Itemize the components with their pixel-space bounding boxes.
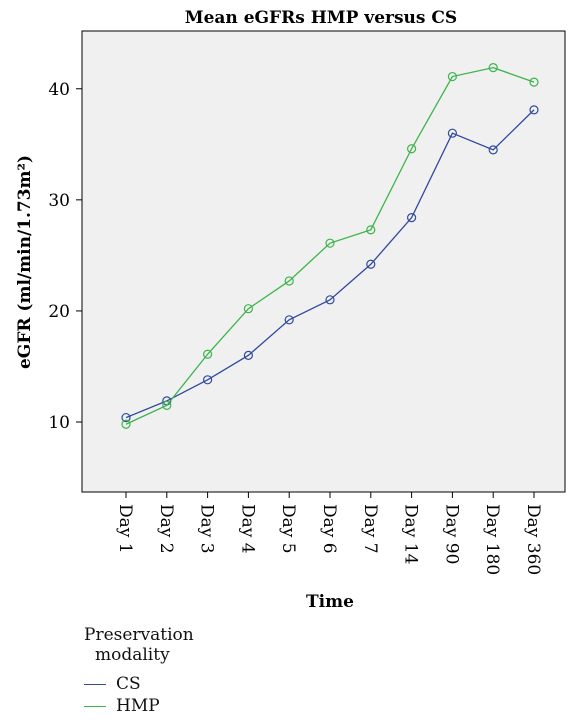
data-point-cs xyxy=(325,295,335,305)
x-axis-label: Time xyxy=(306,592,354,612)
data-point-cs xyxy=(407,213,417,223)
data-point-hmp xyxy=(447,71,457,82)
legend-title: Preservation modality xyxy=(84,625,284,665)
data-point-hmp xyxy=(325,238,335,248)
data-point-hmp xyxy=(243,304,253,314)
data-point-hmp xyxy=(162,400,172,410)
data-point-cs xyxy=(488,145,498,155)
legend-item-cs: CS xyxy=(84,673,284,695)
x-tick-label: Day 4 xyxy=(237,504,257,554)
y-tick-label: 30 xyxy=(48,191,70,211)
legend: Preservation modality CS HMP xyxy=(84,625,284,717)
x-tick-label: Day 1 xyxy=(115,504,135,554)
data-point-cs xyxy=(203,375,213,385)
x-tick-label: Day 90 xyxy=(441,504,461,564)
y-axis-label: eGFR (ml/min/1.73m²) xyxy=(15,155,35,369)
y-tick-label: 20 xyxy=(48,302,70,322)
legend-swatch-hmp xyxy=(84,705,106,707)
series-line-hmp xyxy=(125,66,535,425)
x-tick-label: Day 6 xyxy=(319,504,339,554)
data-point-cs xyxy=(243,350,253,360)
legend-title-line2: modality xyxy=(95,645,170,665)
data-point-cs xyxy=(366,259,376,269)
y-axis: 10 20 30 40 xyxy=(48,80,82,433)
y-tick-label: 10 xyxy=(48,413,70,433)
plot-area xyxy=(81,30,566,493)
series-line-cs xyxy=(125,109,535,419)
data-point-hmp xyxy=(366,225,376,235)
data-point-hmp xyxy=(407,144,417,154)
x-tick-label: Day 7 xyxy=(360,504,380,554)
chart-title: Mean eGFRs HMP versus CS xyxy=(185,8,457,28)
data-point-cs xyxy=(284,315,294,325)
x-tick-label: Day 2 xyxy=(156,504,176,554)
x-tick-label: Day 5 xyxy=(278,504,298,554)
x-axis: Day 1 Day 2 Day 3 Day 4 Day 5 Day 6 Day 7 Day 1… xyxy=(115,492,543,575)
data-point-hmp xyxy=(488,63,498,73)
series-layer xyxy=(121,63,539,429)
x-tick-label: Day 360 xyxy=(523,504,543,575)
legend-title-line1: Preservation xyxy=(84,625,194,645)
x-tick-label: Day 14 xyxy=(401,504,421,564)
legend-label-hmp: HMP xyxy=(116,696,160,716)
data-point-hmp xyxy=(203,349,213,359)
data-point-hmp xyxy=(284,276,294,286)
x-tick-label: Day 3 xyxy=(197,504,217,554)
y-tick-label: 40 xyxy=(48,80,70,100)
data-point-hmp xyxy=(529,77,539,87)
x-tick-label: Day 180 xyxy=(482,504,502,575)
legend-label-cs: CS xyxy=(116,674,141,694)
legend-item-hmp: HMP xyxy=(84,695,284,717)
legend-swatch-cs xyxy=(84,683,106,685)
data-point-cs xyxy=(529,105,539,115)
data-point-hmp xyxy=(121,419,131,429)
data-point-cs xyxy=(121,412,131,423)
data-point-cs xyxy=(447,128,457,138)
